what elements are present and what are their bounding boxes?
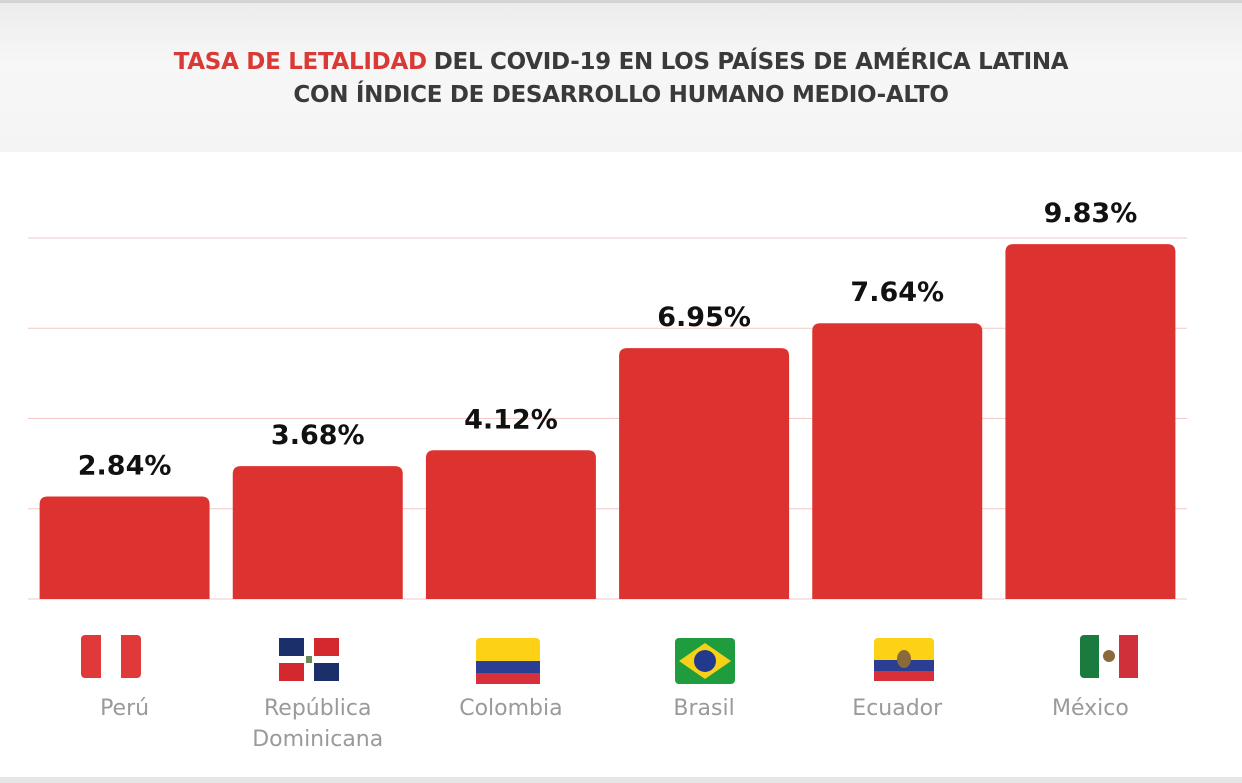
value-label: 4.12% [464, 404, 558, 435]
flag-mexico [1080, 635, 1138, 678]
flag-ecuador [874, 638, 934, 681]
value-label: 3.68% [271, 420, 365, 451]
category-label: Perú [100, 696, 150, 721]
value-label: 2.84% [78, 450, 172, 481]
bar [812, 323, 983, 599]
bar [425, 450, 596, 599]
value-label: 9.83% [1044, 198, 1138, 229]
title-line: DEL COVID-19 EN LOS PAÍSES DE AMÉRICA LA… [433, 49, 1069, 75]
value-label: 6.95% [657, 302, 751, 333]
title-highlight: TASA DE LETALIDAD [173, 49, 427, 75]
flag-brasil [675, 638, 735, 684]
flag-dominicana [279, 638, 339, 681]
bar [619, 348, 790, 599]
category-label: República Dominicana [252, 696, 384, 752]
header [0, 0, 1242, 152]
title-line: CON ÍNDICE DE DESARROLLO HUMANO MEDIO-AL… [293, 82, 949, 108]
flag-peru [81, 635, 141, 678]
category-label: Ecuador [852, 696, 943, 721]
flag-colombia [476, 638, 540, 684]
category-label: Brasil [673, 696, 735, 721]
bar [232, 466, 403, 599]
bar [1005, 244, 1176, 599]
bar [39, 496, 210, 599]
category-label: Colombia [459, 696, 563, 721]
category-label: México [1051, 696, 1129, 721]
value-label: 7.64% [850, 277, 944, 308]
chart-title: TASA DE LETALIDAD DEL COVID-19 EN LOS PAÍ… [0, 46, 1242, 112]
footer-bar [0, 777, 1242, 783]
